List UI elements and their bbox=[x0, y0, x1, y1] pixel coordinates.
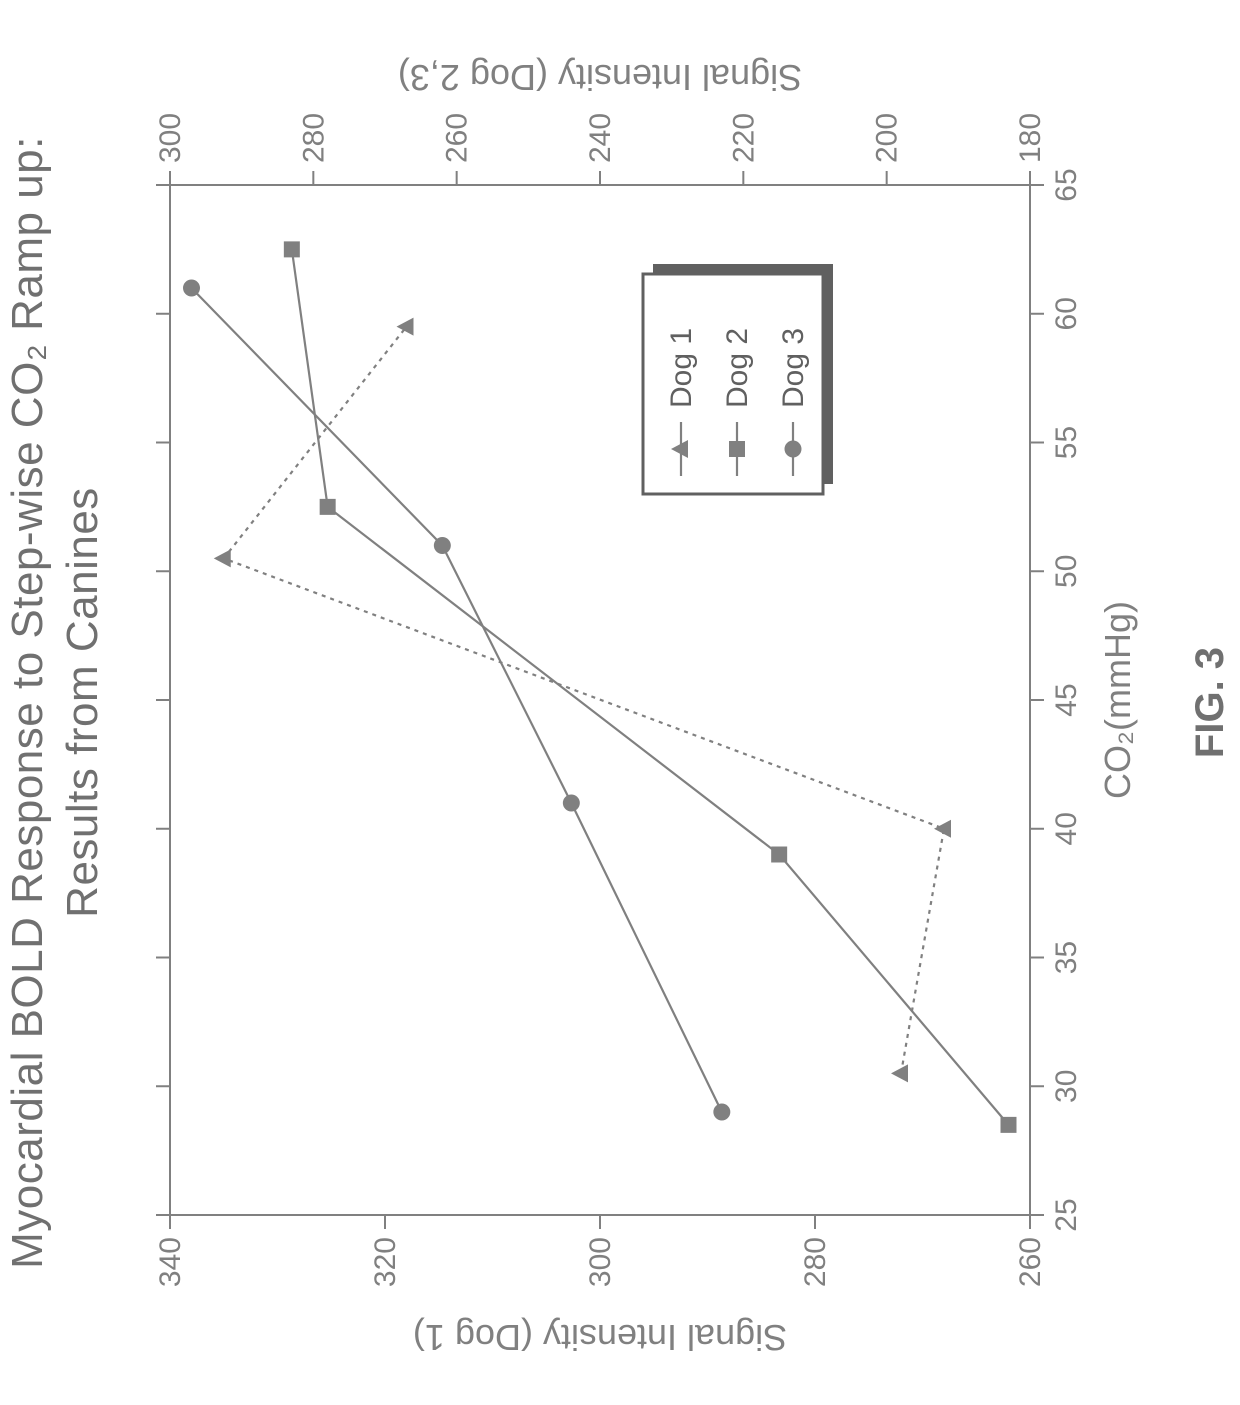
series-line bbox=[224, 327, 944, 1074]
x-tick-label: 55 bbox=[1050, 426, 1083, 459]
x-tick-label: 60 bbox=[1050, 297, 1083, 330]
figure-caption: FIG. 3 bbox=[1188, 0, 1233, 1405]
legend-label: Dog 2 bbox=[721, 328, 754, 408]
y-right-tick-label: 300 bbox=[154, 113, 187, 163]
x-axis-label: CO₂(mmHg) bbox=[1097, 601, 1138, 799]
triangle-marker bbox=[934, 820, 951, 838]
circle-marker bbox=[434, 537, 451, 554]
legend-label: Dog 1 bbox=[665, 328, 698, 408]
y-right-tick-label: 260 bbox=[441, 113, 474, 163]
chart-title: Myocardial BOLD Response to Step-wise CO… bbox=[0, 0, 110, 1405]
circle-marker bbox=[183, 280, 200, 297]
y-left-axis-label: Signal Intensity (Dog 1) bbox=[413, 1317, 787, 1358]
x-tick-label: 45 bbox=[1050, 683, 1083, 716]
x-tick-label: 25 bbox=[1050, 1198, 1083, 1231]
y-right-tick-label: 220 bbox=[727, 113, 760, 163]
bold-response-chart: 25 30 35 40 45 50 55 60 65 CO₂(mmHg) 260 280 300 320 3… bbox=[110, 0, 1170, 1405]
x-tick-label: 50 bbox=[1050, 555, 1083, 588]
x-tick-label: 40 bbox=[1050, 812, 1083, 845]
square-marker bbox=[320, 499, 336, 515]
chart-title-line2: Results from Canines bbox=[58, 487, 107, 918]
triangle-marker bbox=[891, 1064, 908, 1082]
square-marker bbox=[729, 441, 745, 457]
triangle-marker bbox=[397, 318, 414, 336]
circle-marker bbox=[713, 1104, 730, 1121]
circle-marker bbox=[563, 795, 580, 812]
y-right-axis-label: Signal Intensity (Dog 2,3) bbox=[398, 57, 802, 98]
triangle-marker bbox=[214, 549, 231, 567]
x-tick-label: 65 bbox=[1050, 168, 1083, 201]
y-left-tick-label: 280 bbox=[799, 1237, 832, 1287]
chart-title-line1: Myocardial BOLD Response to Step-wise CO… bbox=[3, 136, 52, 1269]
square-marker bbox=[771, 847, 787, 863]
legend-label: Dog 3 bbox=[777, 328, 810, 408]
square-marker bbox=[1001, 1117, 1017, 1133]
y-right-tick-label: 200 bbox=[871, 113, 904, 163]
x-tick-label: 30 bbox=[1050, 1070, 1083, 1103]
y-right-tick-label: 180 bbox=[1014, 113, 1047, 163]
x-tick-label: 35 bbox=[1050, 941, 1083, 974]
y-right-tick-label: 280 bbox=[297, 113, 330, 163]
rotated-stage: Myocardial BOLD Response to Step-wise CO… bbox=[0, 0, 1240, 1405]
circle-marker bbox=[785, 441, 802, 458]
y-left-tick-label: 300 bbox=[584, 1237, 617, 1287]
y-right-tick-label: 240 bbox=[584, 113, 617, 163]
y-left-tick-label: 340 bbox=[154, 1237, 187, 1287]
y-left-tick-label: 320 bbox=[369, 1237, 402, 1287]
y-left-tick-label: 260 bbox=[1014, 1237, 1047, 1287]
square-marker bbox=[284, 241, 300, 257]
